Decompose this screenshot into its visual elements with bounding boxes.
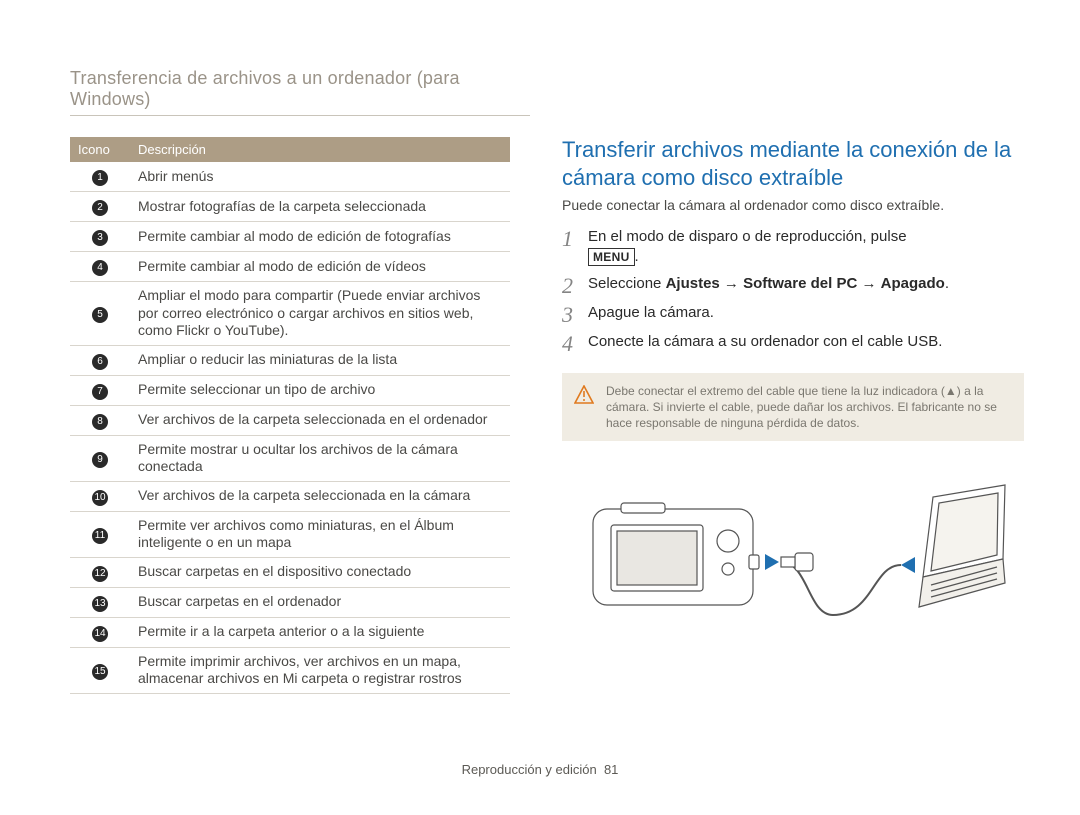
step-row: 3Apague la cámara. [562,303,1024,326]
row-icon-cell: 2 [70,192,130,222]
number-circle-icon: 8 [92,414,108,430]
table-row: 2 Mostrar fotografías de la carpeta selec… [70,192,510,222]
footer-section: Reproducción y edición [462,762,597,777]
number-circle-icon: 3 [92,230,108,246]
row-icon-cell: 12 [70,557,130,587]
step-number: 3 [562,303,588,326]
table-row: 10 Ver archivos de la carpeta seleccionad… [70,481,510,511]
warning-text: Debe conectar el extremo del cable que t… [606,384,997,430]
row-desc-cell: Permite ir a la carpeta anterior o a la … [130,617,510,647]
number-circle-icon: 5 [92,307,108,323]
page-header: Transferencia de archivos a un ordenador… [70,68,530,116]
row-desc-cell: Ver archivos de la carpeta seleccionada … [130,405,510,435]
row-desc-cell: Permite cambiar al modo de edición de fo… [130,222,510,252]
row-icon-cell: 3 [70,222,130,252]
number-circle-icon: 13 [92,596,108,612]
table-row: 8 Ver archivos de la carpeta seleccionada… [70,405,510,435]
row-icon-cell: 6 [70,345,130,375]
row-icon-cell: 13 [70,587,130,617]
table-row: 11 Permite ver archivos como miniaturas, … [70,511,510,557]
row-icon-cell: 8 [70,405,130,435]
right-column: Transferir archivos mediante la conexión… [562,136,1024,632]
row-desc-cell: Permite cambiar al modo de edición de ví… [130,252,510,282]
row-desc-cell: Permite seleccionar un tipo de archivo [130,375,510,405]
steps-list: 1En el modo de disparo o de reproducción… [562,227,1024,355]
table-row: 9 Permite mostrar u ocultar los archivos … [70,435,510,481]
table-row: 7 Permite seleccionar un tipo de archivo [70,375,510,405]
row-icon-cell: 11 [70,511,130,557]
number-circle-icon: 15 [92,664,108,680]
step-body: Conecte la cámara a su ordenador con el … [588,332,942,352]
step-row: 1En el modo de disparo o de reproducción… [562,227,1024,268]
left-column: Icono Descripción 1 Abrir menús 2 Mostrar f… [70,137,510,694]
row-icon-cell: 4 [70,252,130,282]
number-circle-icon: 1 [92,170,108,186]
page-footer: Reproducción y edición 81 [0,762,1080,777]
number-circle-icon: 6 [92,354,108,370]
step-number: 2 [562,274,588,297]
row-desc-cell: Mostrar fotografías de la carpeta selecc… [130,192,510,222]
row-icon-cell: 7 [70,375,130,405]
table-row: 13 Buscar carpetas en el ordenador [70,587,510,617]
row-icon-cell: 9 [70,435,130,481]
th-icon: Icono [70,137,130,162]
step-row: 4Conecte la cámara a su ordenador con el… [562,332,1024,355]
camera-laptop-illustration [562,467,1024,632]
row-icon-cell: 15 [70,647,130,693]
footer-page: 81 [604,762,618,777]
number-circle-icon: 4 [92,260,108,276]
step-body: Apague la cámara. [588,303,714,323]
row-desc-cell: Permite mostrar u ocultar los archivos d… [130,435,510,481]
row-desc-cell: Ampliar el modo para compartir (Puede en… [130,282,510,346]
table-row: 4 Permite cambiar al modo de edición de v… [70,252,510,282]
warning-icon [574,385,594,405]
row-icon-cell: 14 [70,617,130,647]
row-icon-cell: 1 [70,162,130,192]
number-circle-icon: 10 [92,490,108,506]
row-icon-cell: 5 [70,282,130,346]
th-desc: Descripción [130,137,510,162]
row-desc-cell: Permite imprimir archivos, ver archivos … [130,647,510,693]
step-body: En el modo de disparo o de reproducción,… [588,227,907,268]
row-desc-cell: Abrir menús [130,162,510,192]
table-row: 12 Buscar carpetas en el dispositivo cone… [70,557,510,587]
number-circle-icon: 9 [92,452,108,468]
table-row: 1 Abrir menús [70,162,510,192]
row-desc-cell: Ver archivos de la carpeta seleccionada … [130,481,510,511]
warning-box: Debe conectar el extremo del cable que t… [562,373,1024,442]
row-desc-cell: Buscar carpetas en el dispositivo conect… [130,557,510,587]
table-row: 3 Permite cambiar al modo de edición de f… [70,222,510,252]
row-icon-cell: 10 [70,481,130,511]
menu-key: MENU [588,248,635,266]
step-number: 4 [562,332,588,355]
row-desc-cell: Buscar carpetas en el ordenador [130,587,510,617]
intro-text: Puede conectar la cámara al ordenador co… [562,197,1024,213]
number-circle-icon: 14 [92,626,108,642]
table-row: 6 Ampliar o reducir las miniaturas de la … [70,345,510,375]
icon-description-table: Icono Descripción 1 Abrir menús 2 Mostrar f… [70,137,510,694]
number-circle-icon: 12 [92,566,108,582]
table-row: 15 Permite imprimir archivos, ver archivo… [70,647,510,693]
section-title: Transferir archivos mediante la conexión… [562,136,1024,191]
number-circle-icon: 7 [92,384,108,400]
row-desc-cell: Ampliar o reducir las miniaturas de la l… [130,345,510,375]
number-circle-icon: 11 [92,528,108,544]
table-row: 14 Permite ir a la carpeta anterior o a l… [70,617,510,647]
row-desc-cell: Permite ver archivos como miniaturas, en… [130,511,510,557]
step-row: 2Seleccione Ajustes → Software del PC → … [562,274,1024,297]
step-body: Seleccione Ajustes → Software del PC → A… [588,274,949,294]
number-circle-icon: 2 [92,200,108,216]
table-row: 5 Ampliar el modo para compartir (Puede e… [70,282,510,346]
step-number: 1 [562,227,588,250]
